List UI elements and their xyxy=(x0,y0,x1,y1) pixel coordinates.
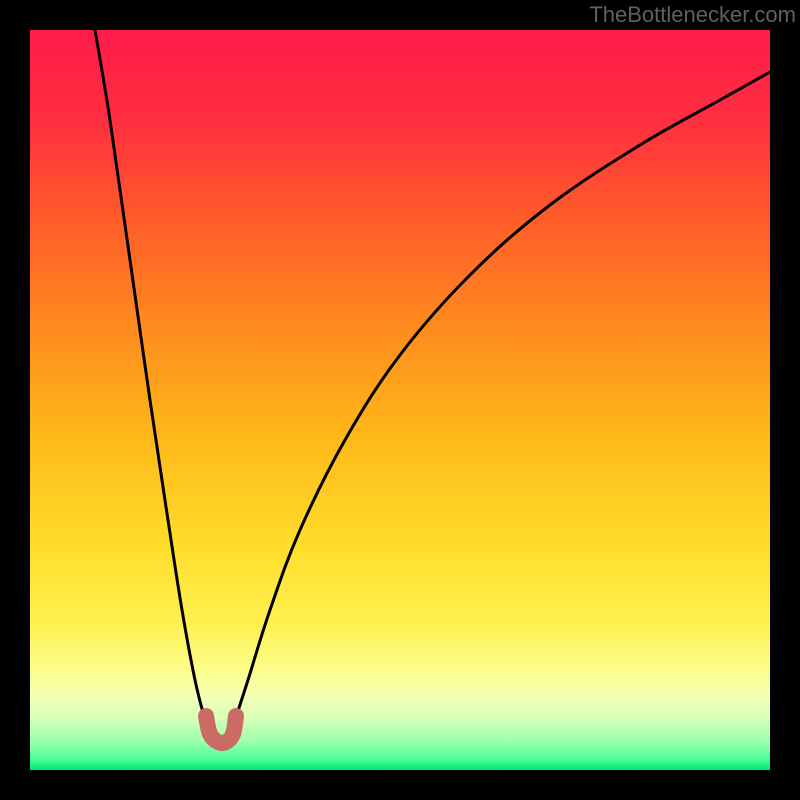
plot-background xyxy=(30,30,770,770)
chart-svg xyxy=(0,0,800,800)
watermark-text: TheBottlenecker.com xyxy=(589,2,796,28)
